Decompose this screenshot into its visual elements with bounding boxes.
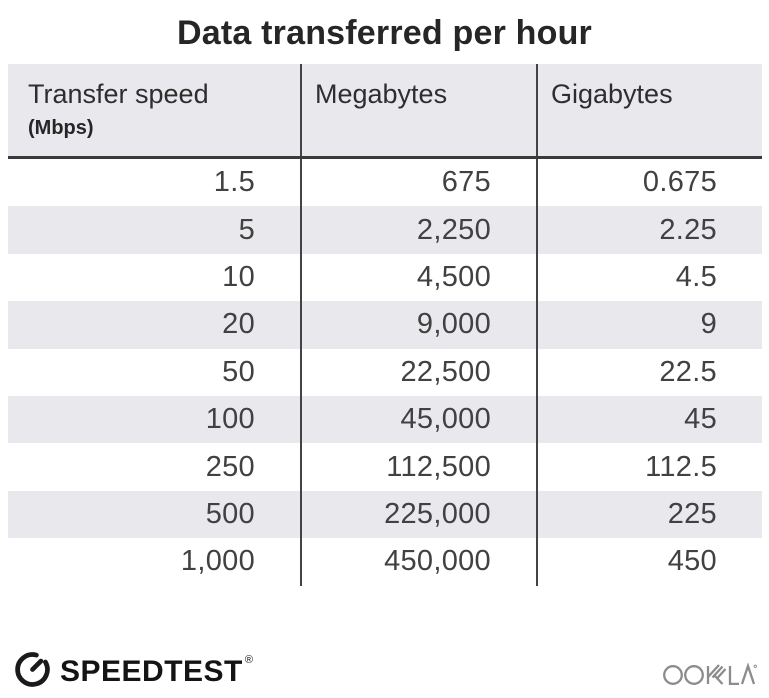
- table-cell: 22,500: [302, 348, 538, 396]
- table-cell: 22.5: [659, 355, 717, 388]
- table-cell: 250: [8, 443, 302, 491]
- table-cell: 1.5: [8, 159, 302, 207]
- data-table: Transfer speed (Mbps) Megabytes Gigabyte…: [8, 64, 762, 586]
- table-row: 250 112,500 112.5: [8, 443, 762, 491]
- table-cell: 20: [8, 301, 302, 349]
- speedtest-label: SPEEDTEST: [60, 655, 243, 688]
- registered-trademark-icon: ®: [244, 654, 254, 666]
- table-body: 1.5 675 0.675 5 2,250 2.25 10 4,500 4.5 20 9,000 9 5…: [8, 159, 762, 586]
- speedtest-logo: SPEEDTEST ®: [14, 652, 253, 692]
- table-row: 500 225,000 225: [8, 490, 762, 539]
- table-cell: 1,000: [8, 538, 302, 586]
- header-gigabytes: Gigabytes: [551, 79, 673, 109]
- table-cell: 2,250: [302, 206, 538, 254]
- ookla-wordmark-icon: [663, 662, 757, 692]
- table-cell: 2.25: [659, 213, 717, 246]
- table-cell: 112,500: [302, 443, 538, 491]
- table-row: 100 45,000 45: [8, 395, 762, 444]
- table-cell: 500: [8, 490, 302, 539]
- table-row: 10 4,500 4.5: [8, 253, 762, 302]
- table-row: 1.5 675 0.675: [8, 159, 762, 207]
- table-cell: 9: [700, 308, 717, 341]
- table-row: 20 9,000 9: [8, 301, 762, 349]
- table-cell: 5: [8, 206, 302, 254]
- table-cell: 4,500: [302, 253, 538, 302]
- table-cell: 45,000: [302, 395, 538, 444]
- table-cell: 450: [667, 545, 717, 578]
- table-row: 1,000 450,000 450: [8, 538, 762, 586]
- header-transfer-speed: Transfer speed (Mbps): [8, 64, 302, 156]
- table-row: 50 22,500 22.5: [8, 348, 762, 396]
- table-cell: 112.5: [645, 450, 717, 483]
- table-cell: 450,000: [302, 538, 538, 586]
- table-cell: 10: [8, 253, 302, 302]
- table-cell: 675: [302, 159, 538, 207]
- table-cell: 45: [684, 403, 717, 436]
- page-title: Data transferred per hour: [177, 14, 592, 52]
- table-cell: 225,000: [302, 490, 538, 539]
- table-cell: 225: [667, 497, 717, 530]
- table-cell: 0.675: [642, 166, 717, 199]
- table-cell: 50: [8, 348, 302, 396]
- speedometer-gauge-icon: [14, 651, 51, 693]
- header-megabytes: Megabytes: [302, 64, 538, 156]
- table-cell: 9,000: [302, 301, 538, 349]
- speedtest-wordmark: SPEEDTEST ®: [60, 654, 254, 688]
- table-cell: 4.5: [675, 260, 717, 293]
- table-header-row: Transfer speed (Mbps) Megabytes Gigabyte…: [8, 64, 762, 159]
- header-unit-label: (Mbps): [28, 117, 94, 139]
- table-row: 5 2,250 2.25: [8, 206, 762, 254]
- table-cell: 100: [8, 395, 302, 444]
- header-label: Transfer speed: [28, 79, 209, 109]
- ookla-logo: [663, 660, 757, 693]
